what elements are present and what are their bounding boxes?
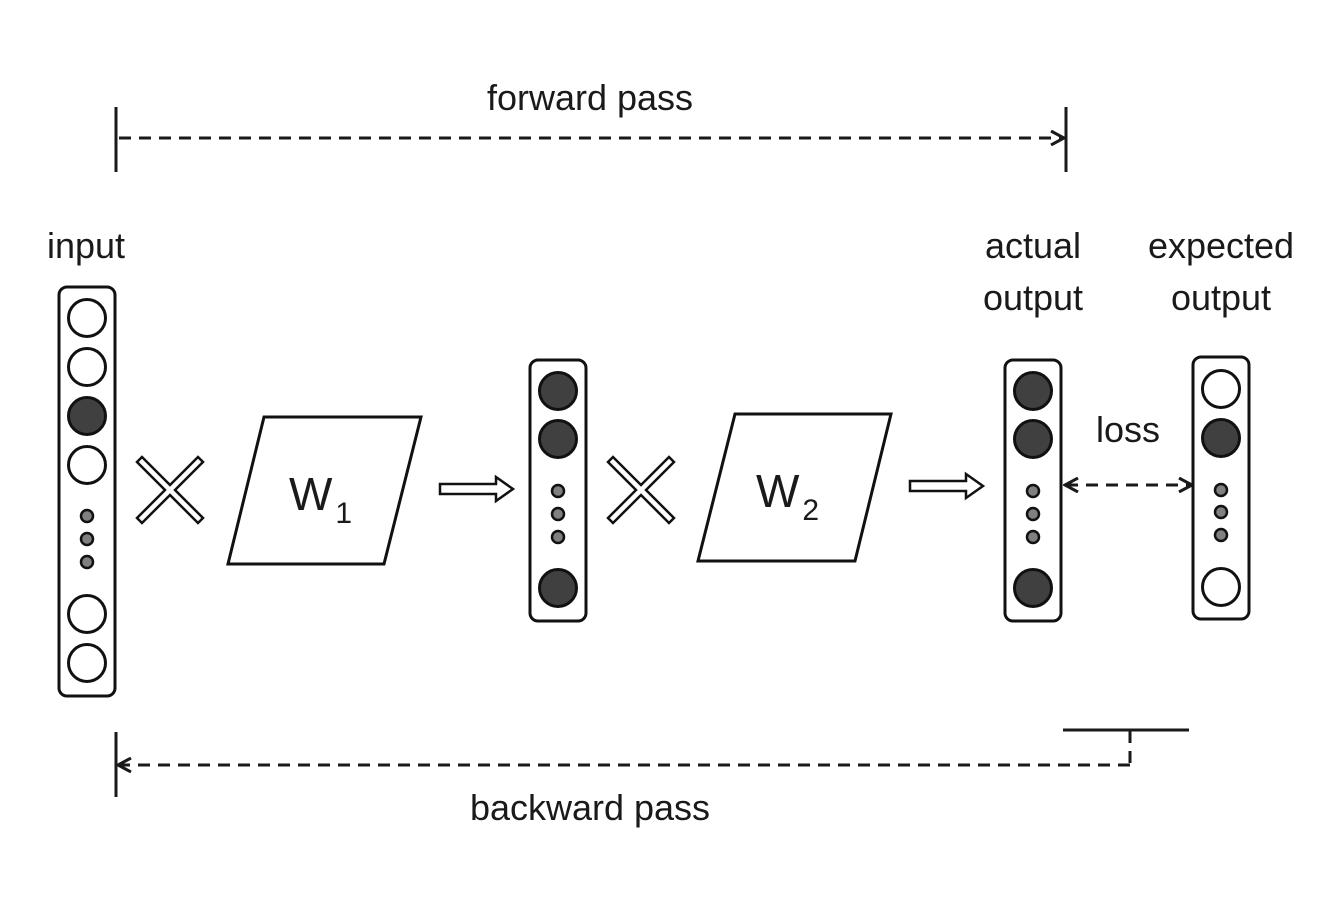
multiply-icon	[606, 455, 676, 525]
inactive-node	[67, 643, 107, 683]
backward-pass-label: backward pass	[470, 787, 710, 828]
ellipsis-dot	[1025, 483, 1041, 499]
backward-pass: backward pass	[114, 728, 1189, 828]
expected-output-nodes	[1201, 369, 1241, 607]
active-node	[1013, 568, 1053, 608]
hidden-vector-nodes	[538, 371, 578, 608]
ellipsis-dot	[1213, 504, 1229, 520]
inactive-node	[1201, 369, 1241, 409]
inactive-node	[67, 445, 107, 485]
input-label: input	[47, 225, 125, 266]
ellipsis-dot	[1025, 506, 1041, 522]
ellipsis-dot	[550, 483, 566, 499]
ellipsis-dot	[1213, 482, 1229, 498]
input-vector-nodes	[67, 298, 107, 683]
ellipsis-dot	[550, 506, 566, 522]
ellipsis-dot	[79, 531, 95, 547]
forward-pass-label: forward pass	[487, 77, 693, 118]
active-node	[67, 396, 107, 436]
weight-matrix-w2	[696, 412, 893, 563]
weight-matrix-w1	[226, 415, 423, 566]
input-vector-box	[57, 285, 117, 698]
expected-output-label-line1: expected	[1148, 225, 1294, 266]
ellipsis-dot	[1025, 529, 1041, 545]
actual-output-label-line2: output	[983, 277, 1083, 318]
actual-output-nodes	[1013, 371, 1053, 608]
active-node	[1013, 371, 1053, 411]
forward-pass: forward pass	[114, 77, 1068, 172]
active-node	[538, 419, 578, 459]
ellipsis-dot	[1213, 527, 1229, 543]
active-node	[538, 371, 578, 411]
ellipsis-dot	[79, 508, 95, 524]
active-node	[1201, 418, 1241, 458]
inactive-node	[67, 594, 107, 634]
active-node	[1013, 419, 1053, 459]
ellipsis-dot	[550, 529, 566, 545]
right-arrow-icon	[438, 474, 516, 504]
right-arrow-icon	[908, 471, 986, 501]
ellipsis-dot	[79, 554, 95, 570]
multiply-icon	[135, 455, 205, 525]
inactive-node	[67, 347, 107, 387]
actual-output-label-line1: actual	[985, 225, 1081, 266]
active-node	[538, 568, 578, 608]
loss-label: loss	[1096, 409, 1160, 450]
inactive-node	[1201, 567, 1241, 607]
expected-output-label-line2: output	[1171, 277, 1271, 318]
inactive-node	[67, 298, 107, 338]
